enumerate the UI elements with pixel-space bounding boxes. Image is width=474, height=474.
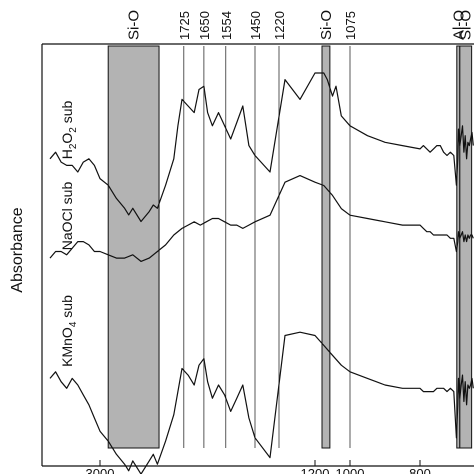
region-label-2: Al-O: [450, 10, 467, 40]
trace-label-naocl: NaOCl sub: [59, 182, 75, 251]
peak-labels: 1725 1650 1554 1450 1220 1075: [177, 11, 358, 40]
x-tick-label-3: 800: [409, 466, 431, 474]
region-label-3: Si-O: [458, 10, 474, 40]
region-labels: Si-O Si-O Al-OSi-O: [126, 10, 474, 40]
plot-frame: [41, 43, 474, 467]
series-line-1: [49, 175, 474, 262]
shaded-region-0: [107, 45, 160, 449]
peak-label-1650: 1650: [197, 11, 212, 40]
peak-label-1725: 1725: [177, 11, 192, 40]
shaded-region-3: [459, 45, 473, 449]
spectra: [49, 72, 474, 474]
peak-label-1450: 1450: [248, 11, 263, 40]
trace-label-h2o2: H2O2 sub: [59, 100, 79, 159]
trace-label-kmno4: KMnO4 sub: [59, 295, 79, 367]
shaded-regions: [107, 45, 473, 449]
peak-label-1075: 1075: [343, 11, 358, 40]
x-tick-label-2: 1000: [336, 466, 365, 474]
series-line-2: [49, 331, 474, 474]
x-tick-label-1: 1200: [301, 466, 330, 474]
series-line-0: [49, 72, 474, 223]
shaded-region-1: [321, 45, 331, 449]
region-label-1: Si-O: [318, 10, 335, 40]
peak-label-1554: 1554: [219, 11, 234, 40]
x-tick-label-0: 3000: [86, 466, 115, 474]
y-axis-label: Absorbance: [9, 207, 26, 292]
x-ticks: 3000 1200 1000 800: [86, 460, 431, 474]
peak-label-1220: 1220: [272, 11, 287, 40]
region-label-0: Si-O: [126, 10, 143, 40]
